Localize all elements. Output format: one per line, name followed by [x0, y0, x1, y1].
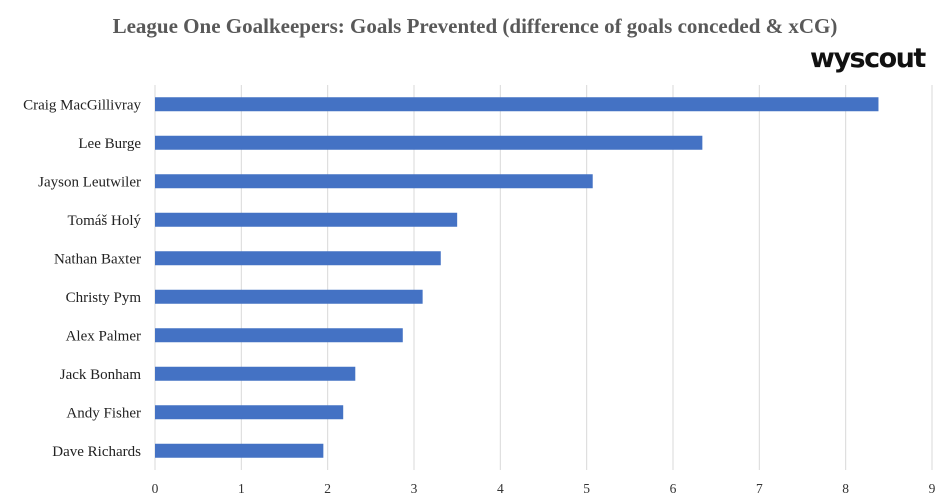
- bar: [155, 212, 458, 227]
- x-tick-label: 5: [583, 481, 590, 496]
- category-label: Christy Pym: [66, 290, 142, 306]
- category-label-layer: Craig MacGillivray Lee Burge Jayson Leutwi…: [23, 97, 141, 460]
- x-tick-label: 9: [929, 481, 936, 496]
- bar: [155, 443, 324, 458]
- bar-layer: [155, 97, 879, 458]
- category-label: Andy Fisher: [66, 405, 141, 421]
- category-label: Nathan Baxter: [54, 251, 141, 267]
- bar: [155, 174, 593, 189]
- x-tick-label: 3: [411, 481, 418, 496]
- x-tick-label: 6: [670, 481, 677, 496]
- category-label: Tomáš Holý: [67, 213, 141, 229]
- category-label: Jayson Leutwiler: [38, 174, 141, 190]
- wyscout-logo: wyscout: [810, 43, 926, 74]
- category-label: Craig MacGillivray: [23, 97, 141, 113]
- x-tick-label: 7: [756, 481, 763, 496]
- category-label: Alex Palmer: [66, 328, 141, 344]
- x-tick-label: 0: [152, 481, 159, 496]
- bar: [155, 328, 403, 343]
- x-tick-label: 1: [238, 481, 245, 496]
- category-label: Dave Richards: [52, 444, 141, 460]
- x-tick-label: 8: [842, 481, 849, 496]
- bar: [155, 289, 423, 304]
- category-label: Jack Bonham: [60, 367, 142, 383]
- category-label: Lee Burge: [78, 136, 141, 152]
- bar: [155, 405, 344, 420]
- tick-label-layer: 0 1 2 3 4 5 6 7 8 9: [152, 481, 936, 496]
- bar: [155, 366, 356, 381]
- bar: [155, 135, 703, 150]
- bar: [155, 251, 441, 266]
- x-tick-label: 4: [497, 481, 504, 496]
- bar: [155, 97, 879, 112]
- x-tick-label: 2: [324, 481, 331, 496]
- chart-title: League One Goalkeepers: Goals Prevented …: [112, 14, 838, 38]
